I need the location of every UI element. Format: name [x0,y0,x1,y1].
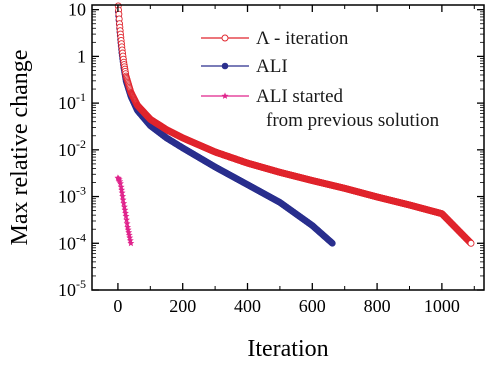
x-axis-label: Iteration [247,336,328,362]
data-point [124,226,132,233]
x-tick-label: 600 [299,296,326,316]
data-point [123,216,130,223]
series-0 [114,2,475,247]
data-point [118,189,126,196]
y-tick-label: 10-2 [58,137,86,160]
x-tick-label: 400 [234,296,261,316]
legend-label: ALI [256,56,288,77]
y-tick-label: 10-4 [58,230,86,253]
data-point [123,219,131,227]
y-tick-label: 10-1 [58,90,86,113]
x-tick-label: 800 [364,296,391,316]
data-point [125,228,133,236]
data-point [122,212,130,220]
legend-item: ALI [201,56,288,77]
data-point [126,234,134,241]
data-point [329,239,336,247]
legend-label: ALI started [256,86,344,107]
plot-area [114,2,475,247]
data-point [118,186,126,193]
data-point [122,209,129,217]
data-point [119,192,127,200]
x-tick-label: 1000 [424,296,460,316]
data-point [121,206,129,213]
data-point [117,179,124,187]
data-point [125,231,133,238]
data-point [124,223,132,231]
legend-label: Λ - iteration [256,28,349,49]
y-tick-label: 10-5 [58,277,86,300]
data-point [127,239,135,247]
data-point [120,199,128,207]
legend-item: Λ - iteration [201,28,349,49]
x-tick-label: 200 [169,296,196,316]
data-point [117,183,125,190]
legend-item: ALI started from previous solution [201,86,440,131]
legend-marker [221,92,229,99]
legend-marker [221,34,229,42]
data-point [119,196,127,203]
y-tick-label: 1 [77,46,86,66]
y-tick-label: 10-3 [58,184,86,207]
axes: 0 200 400 600 800 1000 10 1 10-1 10-2 10-3 10-4 10-5… [7,0,485,362]
legend-label: from previous solution [266,110,440,131]
y-axis-label: Max relative change [7,50,33,246]
data-point [120,203,128,210]
legend: Λ - iteration ALI ALI started from previous… [201,28,440,131]
y-tick-label: 10 [68,0,86,20]
data-point [126,236,134,244]
x-tick-label: 0 [113,296,122,316]
plot-frame [91,4,485,291]
series-2 [114,174,135,247]
legend-marker [221,62,229,70]
data-point [467,239,475,247]
